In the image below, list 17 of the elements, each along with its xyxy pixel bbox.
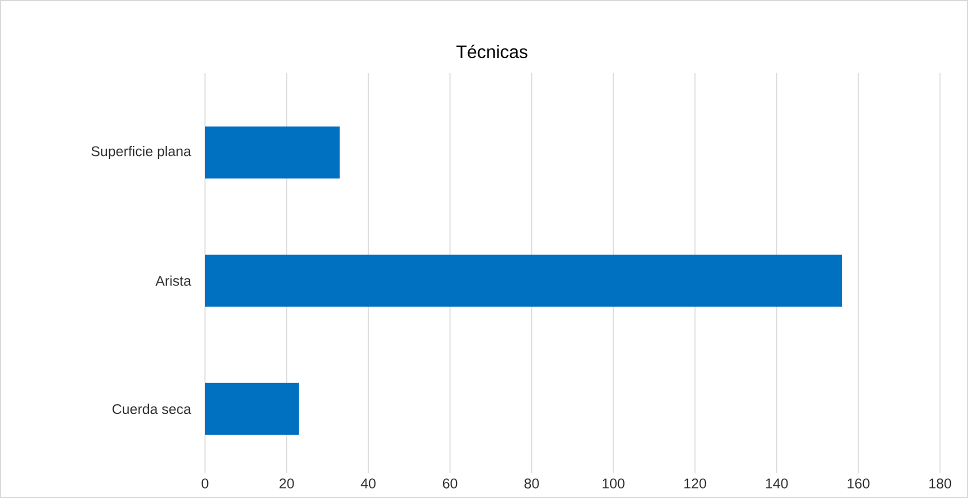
y-tick-label: Arista	[155, 276, 192, 286]
x-tick-label: 20	[280, 478, 294, 488]
x-tick-label: 80	[524, 478, 539, 488]
x-tick-label: 140	[766, 478, 788, 488]
x-tick-label: 60	[442, 478, 458, 488]
x-tick-label: 180	[929, 478, 952, 488]
bar	[205, 382, 299, 435]
x-tick-label: 160	[848, 478, 870, 488]
bar	[205, 126, 340, 178]
chart-title: Técnicas	[456, 44, 528, 58]
x-tick-label: 100	[602, 478, 624, 488]
y-tick-label: Superficie plana	[91, 146, 192, 160]
x-tick-label: 40	[360, 478, 376, 488]
x-tick-label: 120	[684, 478, 706, 488]
y-tick-label: Cuerda seca	[112, 404, 192, 414]
x-tick-label: 0	[202, 478, 208, 488]
bar	[205, 254, 842, 307]
